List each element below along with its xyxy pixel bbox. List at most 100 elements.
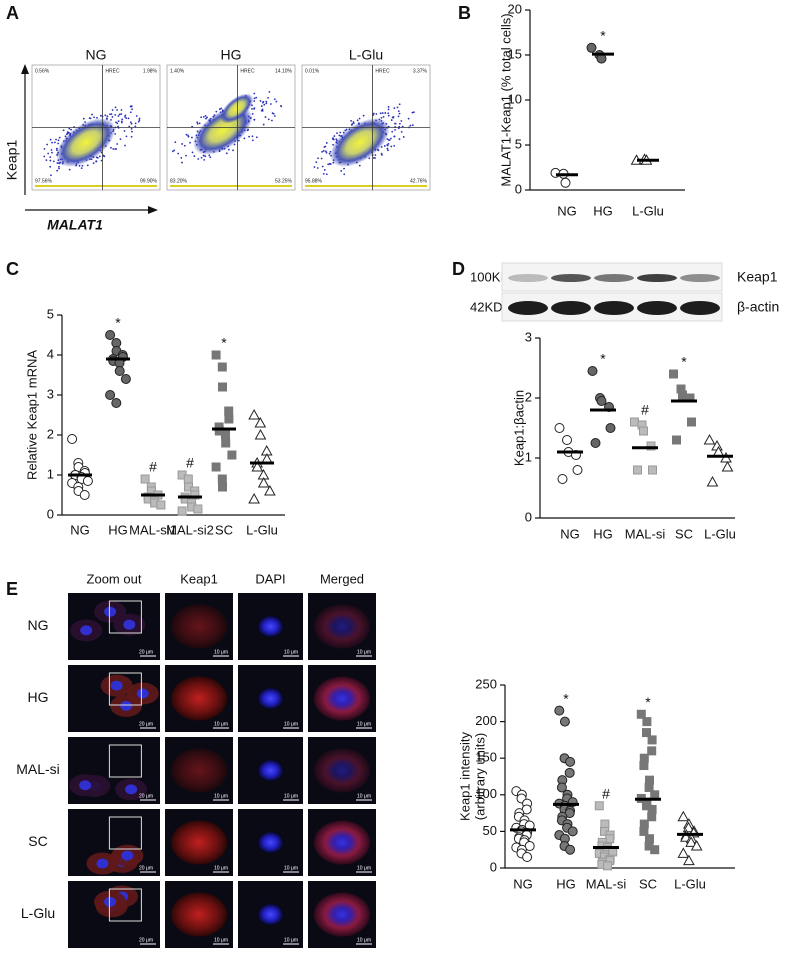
event-dot	[372, 114, 375, 116]
event-dot	[191, 151, 194, 154]
cell-stain	[171, 604, 227, 649]
scale-bar-label: 10 μm	[214, 793, 228, 799]
zoom-box	[108, 744, 142, 778]
plot-title: L-Glu	[349, 47, 383, 63]
event-dot	[387, 142, 390, 145]
quadrant-label: 1.40%	[170, 68, 185, 74]
event-dot	[120, 113, 123, 115]
event-dot	[124, 114, 127, 117]
x-tick-label: NG	[70, 522, 90, 537]
blot-band	[508, 301, 548, 315]
data-point	[646, 441, 656, 451]
blot-band	[680, 301, 720, 315]
data-point	[559, 716, 570, 727]
event-dot	[110, 146, 112, 149]
event-dot	[47, 152, 50, 155]
event-dot	[134, 122, 137, 125]
event-dot	[323, 169, 326, 171]
x-tick-label: MAL-si1	[129, 522, 177, 537]
data-point	[140, 474, 150, 484]
cell-stain	[314, 676, 370, 721]
data-point	[221, 430, 230, 440]
event-dot	[313, 166, 316, 168]
quadrant-label: 1.98%	[143, 68, 158, 74]
data-point	[560, 177, 571, 188]
scale-bar-label: 20 μm	[139, 793, 153, 799]
event-dot	[125, 117, 128, 120]
event-dot	[220, 107, 223, 110]
data-point	[690, 840, 703, 851]
event-dot	[55, 147, 58, 150]
cell-stain	[257, 615, 284, 638]
event-dot	[180, 157, 183, 159]
event-dot	[390, 119, 393, 121]
event-dot	[398, 103, 401, 106]
x-tick-label: MAL-si	[625, 526, 666, 541]
x-tick-label: L-Glu	[246, 522, 278, 537]
event-dot	[46, 143, 49, 146]
data-point	[682, 821, 695, 833]
data-point	[221, 438, 231, 448]
event-dot	[387, 138, 390, 141]
event-dot	[200, 116, 203, 119]
significance-mark: *	[115, 315, 121, 331]
column-header: DAPI	[255, 571, 285, 586]
data-point	[248, 492, 260, 504]
event-dot	[387, 106, 390, 108]
column-header: Merged	[320, 571, 364, 586]
event-dot	[110, 113, 113, 115]
quadrant-label: 42.76%	[410, 178, 428, 184]
density-blob	[330, 118, 390, 167]
y-tick-label: 15	[508, 46, 522, 61]
event-dot	[400, 120, 403, 122]
event-dot	[382, 115, 385, 118]
data-point	[642, 728, 651, 738]
event-dot	[273, 98, 276, 101]
event-dot	[98, 155, 101, 158]
event-dot	[111, 109, 114, 111]
data-point	[633, 465, 642, 475]
event-dot	[393, 135, 396, 138]
event-dot	[115, 121, 117, 124]
x-tick-label: SC	[215, 522, 233, 537]
event-dot	[387, 108, 390, 111]
event-dot	[49, 156, 52, 159]
y-tick-label: 0	[515, 181, 522, 196]
y-tick-label: 5	[515, 136, 522, 151]
event-dot	[400, 131, 403, 133]
event-dot	[398, 112, 401, 115]
event-dot	[253, 118, 256, 121]
column-header: Keap1	[180, 571, 218, 586]
event-dot	[129, 121, 132, 124]
significance-mark: *	[681, 354, 687, 370]
event-dot	[394, 122, 396, 125]
event-dot	[181, 161, 183, 164]
x-tick-label: HG	[108, 522, 128, 537]
event-dot	[380, 152, 383, 155]
event-dot	[398, 138, 401, 140]
event-dot	[206, 116, 208, 119]
event-dot	[323, 146, 326, 148]
data-point	[669, 369, 678, 379]
data-point	[683, 854, 695, 866]
data-point	[251, 460, 264, 472]
y-axis-label: Keap1 intensity	[457, 732, 472, 821]
event-dot	[68, 127, 71, 130]
x-tick-label: SC	[675, 526, 693, 541]
data-point	[706, 475, 719, 487]
y-tick-label: 150	[475, 750, 497, 765]
event-dot	[209, 156, 212, 159]
quadrant-label: 14.10%	[275, 68, 293, 74]
event-dot	[70, 128, 72, 131]
event-dot	[53, 141, 56, 144]
data-point	[648, 465, 657, 475]
event-dot	[116, 122, 119, 125]
data-point	[111, 398, 122, 408]
cell-stain	[171, 676, 227, 721]
event-dot	[102, 154, 105, 157]
data-point	[647, 812, 657, 822]
event-dot	[43, 147, 46, 150]
event-dot	[56, 162, 59, 164]
event-dot	[114, 113, 117, 116]
